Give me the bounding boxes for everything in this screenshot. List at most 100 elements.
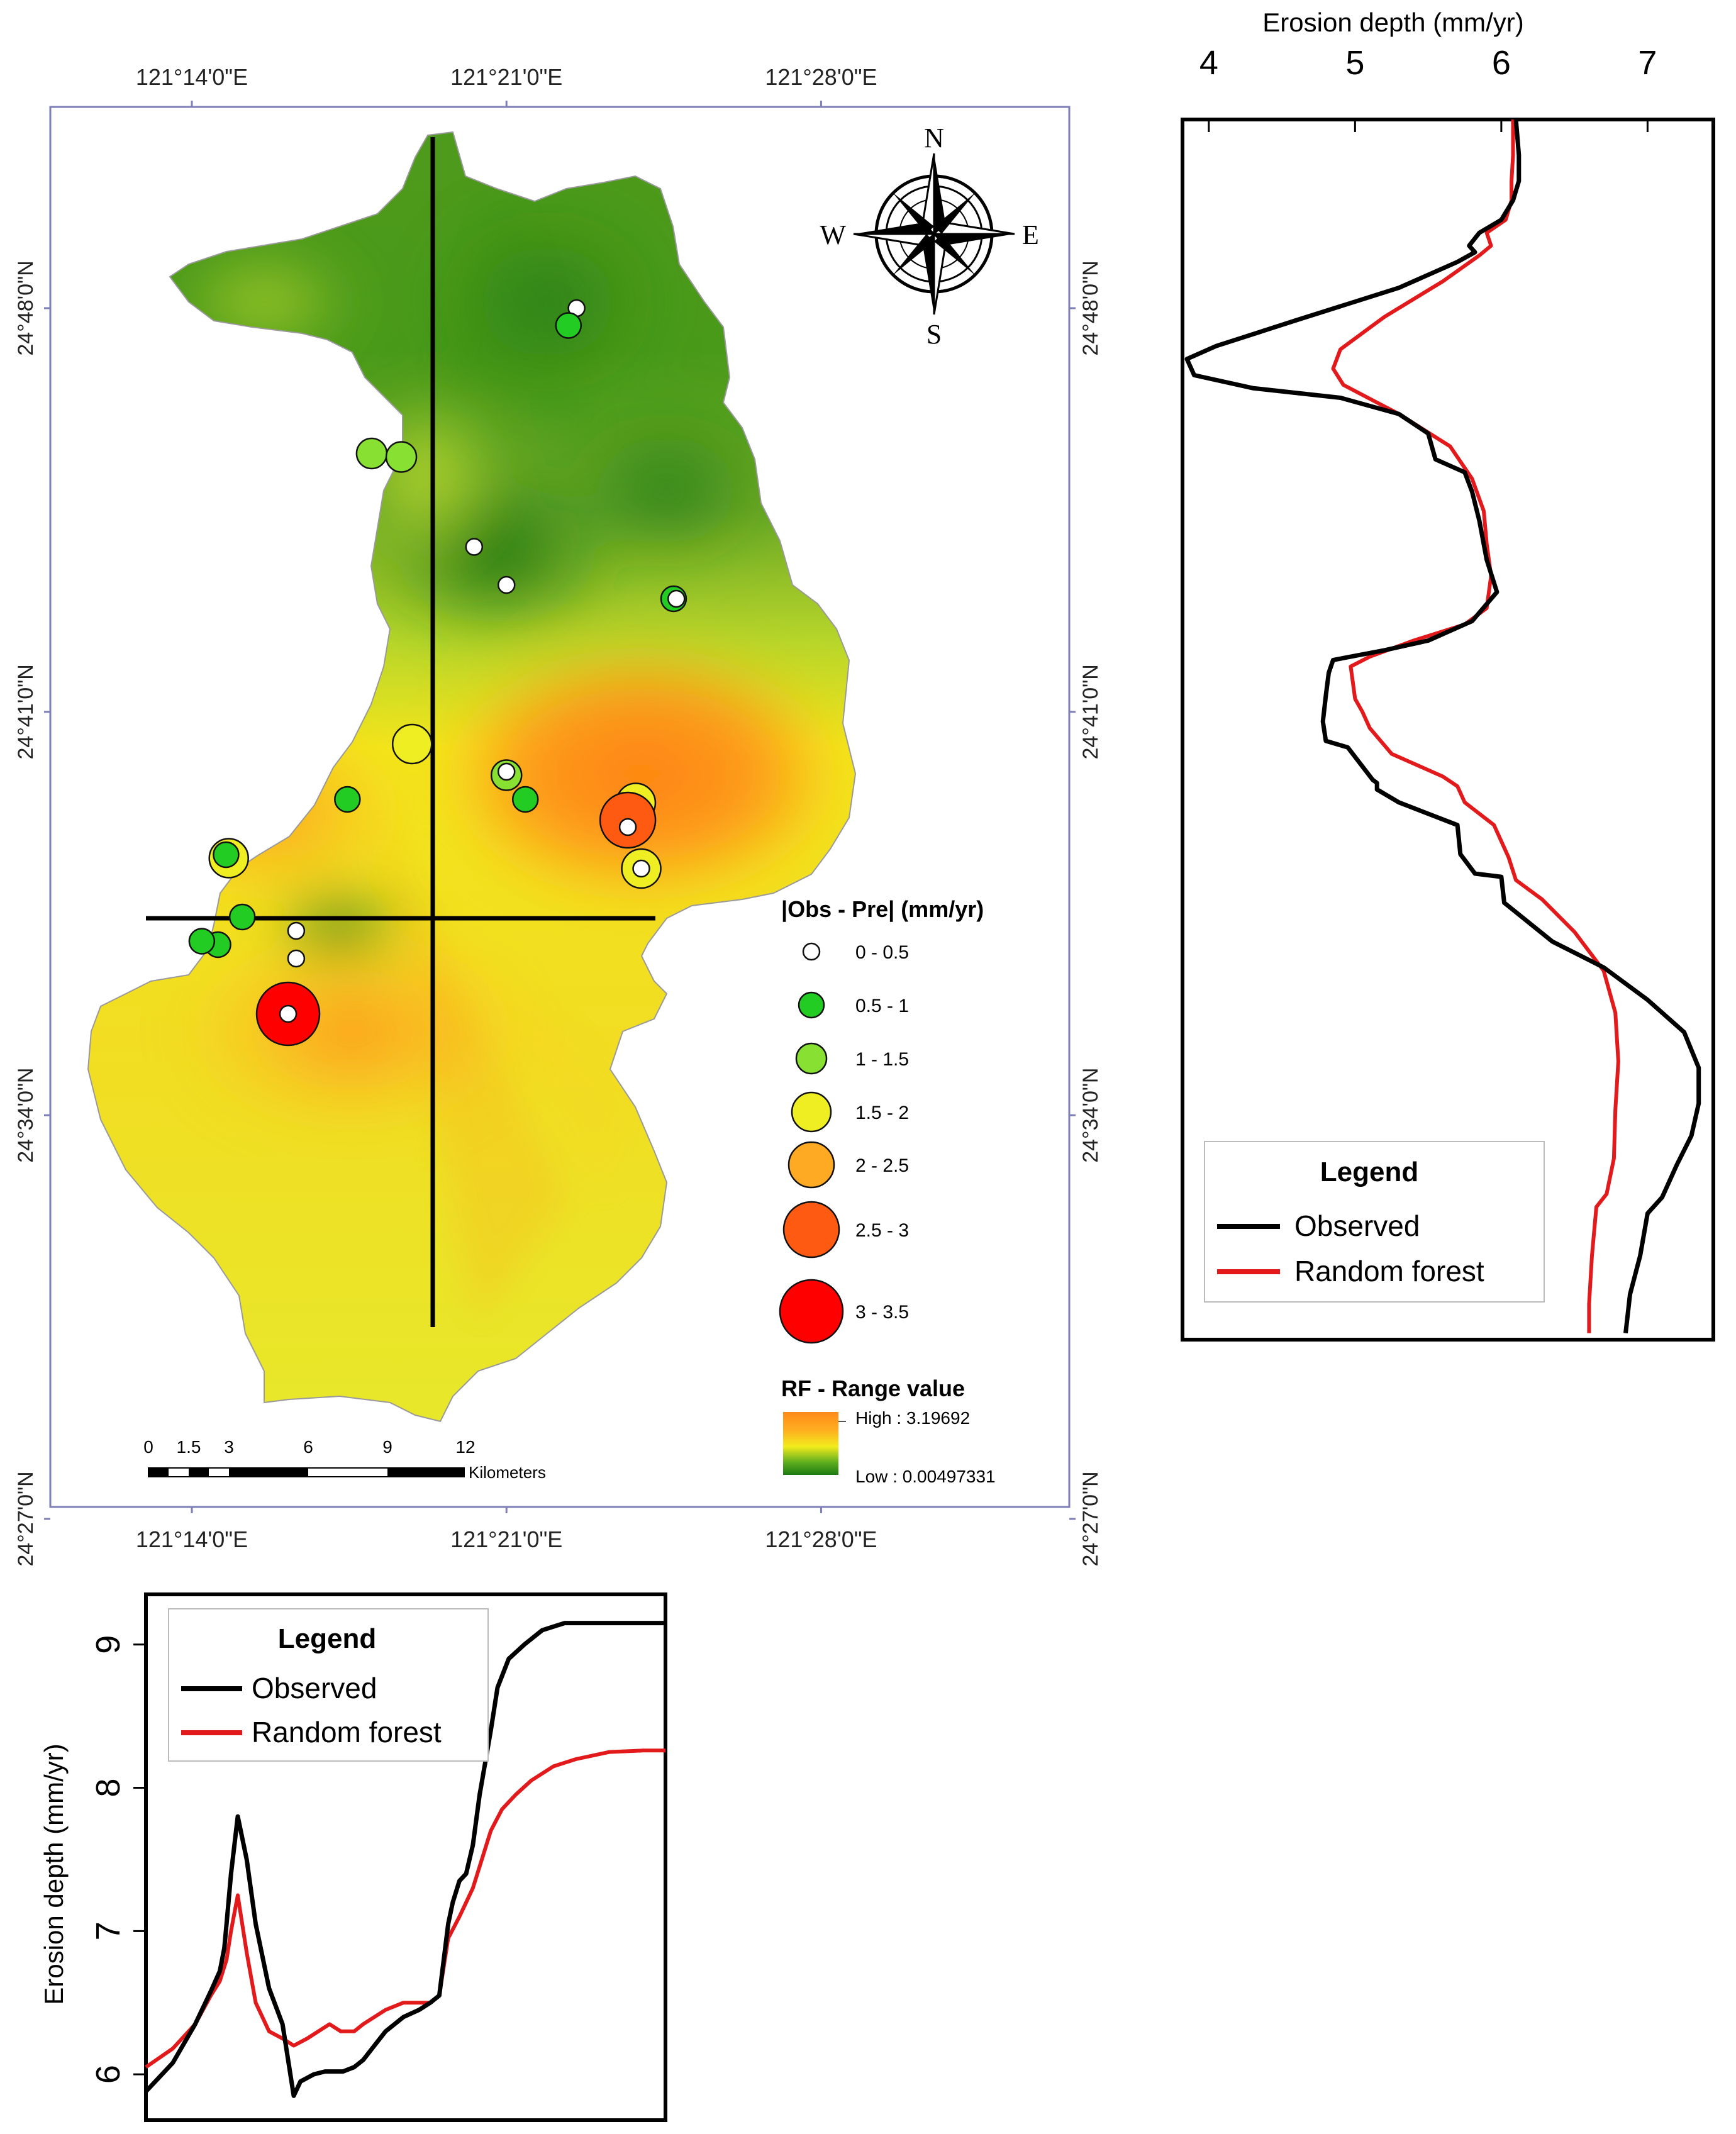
sample-points [188,299,687,1047]
scale-bar-tick: 12 [455,1437,475,1457]
points-legend-symbol [787,1141,835,1189]
sample-point [228,903,256,931]
points-legend: |Obs - Pre| (mm/yr) 0 - 0.5 0.5 - 1 1 - 1.… [779,896,984,1344]
compass-s-label: S [926,319,942,350]
bottom-lon-label: 121°21'0"E [450,1526,562,1552]
range-legend-title: RF - Range value [781,1375,965,1401]
right-lat-label: 24°41'0"N [1079,664,1103,759]
compass-w-label: W [820,220,846,250]
ns-chart-x-tick-label: 6 [1492,44,1511,82]
compass-rose-icon: N S E W [820,123,1038,350]
points-legend-symbol [802,942,821,961]
sample-point [391,723,433,765]
compass-n-label: N [924,123,944,153]
map-panel: 121°14'0"E 121°21'0"E 121°28'0"E 121°14'0"… [14,64,1103,1567]
top-longitude-labels: 121°14'0"E 121°21'0"E 121°28'0"E [136,64,877,90]
right-lat-label: 24°48'0"N [1079,260,1103,355]
range-high-label: High : 3.19692 [855,1408,970,1428]
ns-chart-observed-line [1184,119,1701,1334]
points-legend-label: 2 - 2.5 [855,1155,909,1176]
points-legend-title: |Obs - Pre| (mm/yr) [781,896,984,923]
sample-point [632,859,650,878]
ns-legend-rf: Random forest [1294,1255,1484,1287]
we-chart-legend: Legend Observed Random forest [168,1608,489,1762]
ns-chart-legend: Legend Observed Random forest [1204,1141,1545,1303]
left-lat-label: 24°27'0"N [14,1471,38,1566]
ns-chart-x-tick-label: 5 [1345,44,1364,82]
points-legend-symbol [779,1279,844,1344]
scale-bar-tick: 6 [303,1437,313,1457]
points-legend-label: 0.5 - 1 [855,996,909,1016]
left-lat-label: 24°34'0"N [14,1068,38,1163]
ns-chart-rf-line [1331,119,1620,1333]
sample-point [188,928,216,955]
bottom-longitude-labels: 121°14'0"E 121°21'0"E 121°28'0"E [136,1526,877,1552]
points-legend-label: 1.5 - 2 [855,1103,909,1123]
we-chart-observed-line [144,1621,665,2098]
points-legend-symbol [782,1201,840,1259]
we-chart-y-tick-label: 9 [89,1635,127,1654]
top-lon-label: 121°14'0"E [136,64,248,90]
we-chart-rf-line [145,1748,665,2069]
top-lon-label: 121°28'0"E [765,64,877,90]
left-lat-label: 24°48'0"N [14,260,38,355]
scale-bar-tick: 3 [224,1437,234,1457]
scale-bar: 0 1.5 3 6 9 12 Kilometers [143,1437,546,1482]
points-legend-symbol [795,1042,828,1075]
left-lat-label: 24°41'0"N [14,664,38,759]
right-lat-label: 24°34'0"N [1079,1068,1103,1163]
we-chart-y-ticks: 6 7 8 9 [89,1635,146,2084]
scale-bar-tick: 1.5 [177,1437,201,1457]
points-legend-symbol [791,1091,832,1133]
sample-point [213,841,240,869]
points-legend-label: 1 - 1.5 [855,1049,909,1070]
points-legend-label: 0 - 0.5 [855,942,909,963]
scale-bar-tick: 0 [143,1437,153,1457]
ns-chart-x-ticks: 4 5 6 7 [1199,44,1657,132]
compass-e-label: E [1022,220,1039,250]
range-low-label: Low : 0.00497331 [855,1467,996,1486]
we-chart-y-tick-label: 7 [89,1921,127,1940]
points-legend-symbol [798,991,825,1019]
range-color-ramp [783,1412,838,1475]
sample-point [555,312,582,339]
sample-point [287,921,306,940]
sample-point [497,575,516,594]
ns-chart-frame [1181,118,1715,1342]
right-lat-label: 24°27'0"N [1079,1471,1103,1566]
we-chart-y-tick-label: 6 [89,2065,127,2084]
we-legend-title: Legend [278,1623,376,1654]
we-chart-y-tick-label: 8 [89,1778,127,1797]
ns-legend-observed: Observed [1294,1209,1420,1242]
sample-point [334,786,361,813]
bottom-lon-label: 121°14'0"E [136,1526,248,1552]
sample-point [385,441,418,473]
top-lon-label: 121°21'0"E [450,64,562,90]
scale-bar-unit: Kilometers [469,1463,546,1482]
right-latitude-labels: 24°48'0"N 24°41'0"N 24°34'0"N 24°27'0"N [1079,260,1103,1566]
range-legend: RF - Range value High : 3.19692 Low : 0.… [781,1375,996,1486]
ns-profile-chart: Erosion depth (mm/yr) 4 5 6 7 Legend Observ… [1181,8,1715,1342]
sample-point [287,949,306,968]
sample-point [355,437,388,470]
ns-chart-x-tick-label: 4 [1199,44,1218,82]
left-latitude-labels: 24°48'0"N 24°41'0"N 24°34'0"N 24°27'0"N [14,260,38,1566]
scale-bar-tick: 9 [382,1437,392,1457]
ns-legend-title: Legend [1320,1157,1418,1187]
map-frame-ticks [44,101,1076,1520]
sample-point [497,762,516,781]
we-chart-y-axis-label: Erosion depth (mm/yr) [39,1743,69,2004]
sample-point [618,818,637,836]
ns-chart-x-axis-label: Erosion depth (mm/yr) [1262,8,1523,37]
ns-chart-x-tick-label: 7 [1638,44,1657,82]
we-chart-frame [144,1592,667,2122]
sample-point [511,786,539,813]
points-legend-label: 3 - 3.5 [855,1302,909,1323]
sample-point [279,1004,298,1023]
points-legend-label: 2.5 - 3 [855,1220,909,1241]
we-legend-observed: Observed [252,1672,377,1704]
sample-point [667,589,686,608]
bottom-lon-label: 121°28'0"E [765,1526,877,1552]
we-legend-rf: Random forest [252,1716,442,1748]
we-profile-chart: Erosion depth (mm/yr) 6 7 8 9 Legend Observ… [39,1592,667,2122]
